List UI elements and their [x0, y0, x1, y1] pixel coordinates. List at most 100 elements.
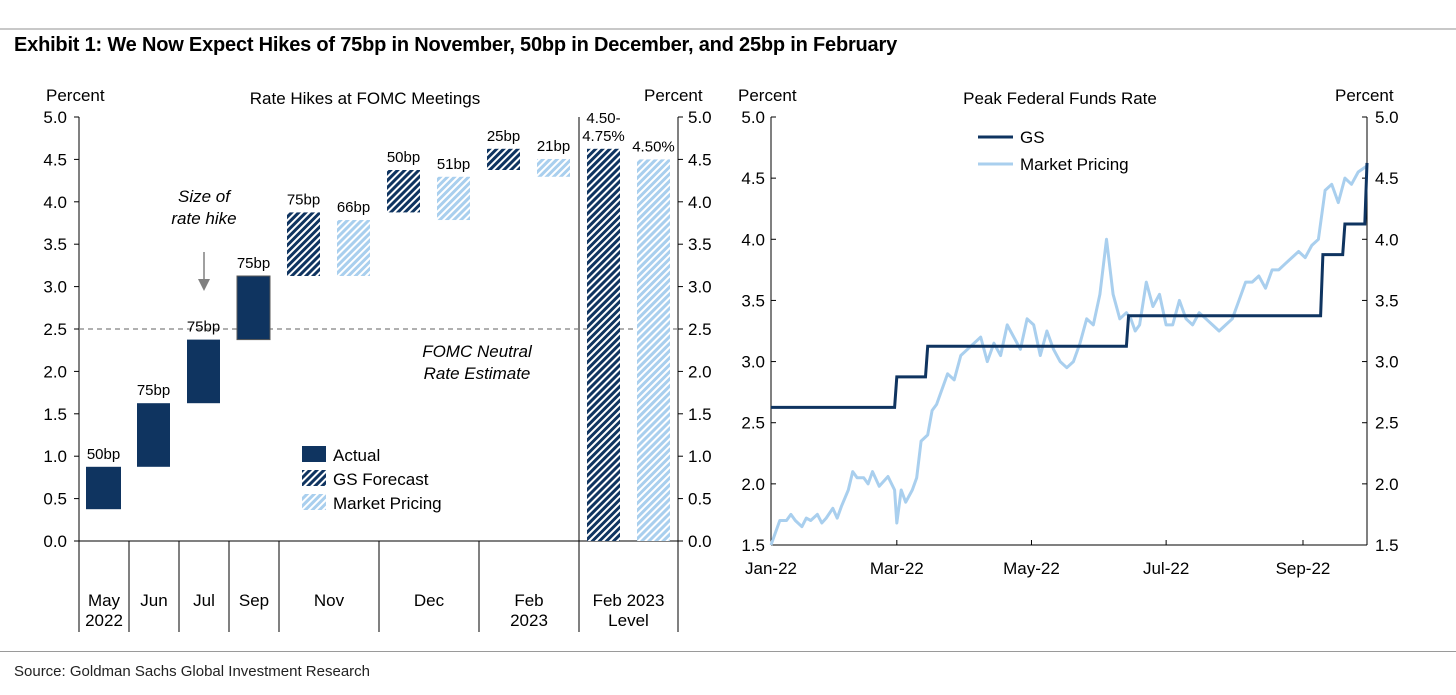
actual-bar: [137, 403, 170, 467]
x-category-label: Sep: [239, 591, 269, 610]
y-tick-label: 4.5: [741, 169, 765, 188]
right-chart-title: Peak Federal Funds Rate: [963, 89, 1157, 108]
y-tick-label: 4.5: [43, 150, 67, 169]
rate-hikes-chart: 0.0 0.0 0.5 0.5 1.0 1.0 1.5 1.5 2.0 2.0 2.5 2.5 3.0 3…: [43, 108, 712, 632]
y-tick-label: 0.5: [43, 490, 67, 509]
y-tick-label: 1.5: [688, 405, 712, 424]
x-category-label: Feb 2023 Level: [593, 591, 665, 630]
x-tick-label: Jul-22: [1143, 559, 1189, 578]
y-tick-label: 4.0: [1375, 230, 1399, 249]
bar-data-label: 75bp: [237, 255, 270, 272]
exhibit-title: Exhibit 1: We Now Expect Hikes of 75bp i…: [14, 34, 897, 56]
legend-swatch: [302, 446, 326, 462]
y-tick-label: 5.0: [741, 108, 765, 127]
x-category-label: Jun: [140, 591, 167, 610]
y-tick-label: 1.5: [43, 405, 67, 424]
bar-data-label: 4.50-4.75%: [582, 110, 625, 145]
y-tick-label: 4.0: [741, 230, 765, 249]
actual-bar: [86, 466, 121, 510]
bar-data-label: 75bp: [137, 382, 170, 399]
gs-forecast-bar: [587, 148, 620, 542]
x-category-label: Nov: [314, 591, 345, 610]
gs-forecast-bar: [287, 212, 320, 276]
actual-bar: [187, 339, 220, 404]
y-tick-label: 2.5: [688, 320, 712, 339]
gs-forecast-bar: [387, 170, 420, 213]
y-tick-label: 3.0: [43, 278, 67, 297]
x-tick-label: May-22: [1003, 559, 1060, 578]
y-tick-label: 2.0: [1375, 475, 1399, 494]
x-category-label: May 2022: [85, 591, 123, 630]
y-tick-label: 4.0: [43, 193, 67, 212]
y-tick-label: 2.0: [43, 362, 67, 381]
y-tick-label: 1.5: [1375, 536, 1399, 555]
x-tick-label: Sep-22: [1276, 559, 1331, 578]
y-tick-label: 4.5: [1375, 169, 1399, 188]
annotation-size-of-rate-hike: Size of rate hike: [171, 187, 236, 228]
bar-data-label: 50bp: [87, 446, 120, 463]
y-tick-label: 0.0: [43, 532, 67, 551]
left-chart-ylabel-right: Percent: [644, 86, 703, 105]
legend-label: GS Forecast: [333, 470, 429, 489]
y-tick-label: 0.5: [688, 490, 712, 509]
y-tick-label: 0.0: [688, 532, 712, 551]
bar-data-label: 50bp: [387, 149, 420, 166]
actual-bar: [236, 275, 271, 341]
x-tick-label: Mar-22: [870, 559, 924, 578]
legend-label: GS: [1020, 128, 1045, 147]
y-tick-label: 1.0: [43, 447, 67, 466]
bar-data-label: 21bp: [537, 138, 570, 155]
right-chart-ylabel-left: Percent: [738, 86, 797, 105]
peak-fed-funds-chart: 1.5 1.5 2.0 2.0 2.5 2.5 3.0 3.0 3.5 3.5 4.0 4.0 4.5 4…: [741, 108, 1398, 578]
y-tick-label: 3.0: [1375, 353, 1399, 372]
bar-data-label: 25bp: [487, 128, 520, 145]
bottom-rule: [0, 651, 1456, 652]
market-pricing-bar: [337, 220, 370, 276]
y-tick-label: 5.0: [688, 108, 712, 127]
x-category-label: Jul: [193, 591, 215, 610]
y-tick-label: 3.0: [741, 353, 765, 372]
x-category-label: Dec: [414, 591, 445, 610]
gs-forecast-bar: [487, 148, 520, 170]
legend-label: Actual: [333, 446, 380, 465]
legend-label: Market Pricing: [333, 494, 442, 513]
y-tick-label: 2.0: [688, 362, 712, 381]
market-pricing-line: [769, 164, 1368, 546]
y-tick-label: 2.5: [43, 320, 67, 339]
bar-data-label: 66bp: [337, 199, 370, 216]
y-tick-label: 1.5: [741, 536, 765, 555]
top-rule: [0, 28, 1456, 30]
x-tick-label: Jan-22: [745, 559, 797, 578]
right-chart-ylabel-right: Percent: [1335, 86, 1394, 105]
y-tick-label: 3.0: [688, 278, 712, 297]
y-tick-label: 5.0: [1375, 108, 1399, 127]
legend-swatch: [302, 470, 326, 486]
x-category-label: Feb 2023: [510, 591, 548, 630]
gs-line: [771, 162, 1369, 409]
market-pricing-bar: [637, 159, 670, 541]
y-tick-label: 4.0: [688, 193, 712, 212]
legend-swatch: [302, 494, 326, 510]
legend-label: Market Pricing: [1020, 155, 1129, 174]
y-tick-label: 4.5: [688, 150, 712, 169]
y-tick-label: 3.5: [741, 291, 765, 310]
y-tick-label: 2.5: [1375, 414, 1399, 433]
bar-data-label: 75bp: [287, 191, 320, 208]
y-tick-label: 3.5: [688, 235, 712, 254]
bar-data-label: 51bp: [437, 156, 470, 173]
y-tick-label: 3.5: [1375, 291, 1399, 310]
bar-data-label: 4.50%: [632, 138, 675, 155]
y-tick-label: 2.0: [741, 475, 765, 494]
annotation-neutral-rate: FOMC Neutral Rate Estimate: [422, 342, 533, 383]
y-tick-label: 2.5: [741, 414, 765, 433]
y-tick-label: 3.5: [43, 235, 67, 254]
y-tick-label: 5.0: [43, 108, 67, 127]
left-chart-title: Rate Hikes at FOMC Meetings: [250, 89, 481, 108]
left-chart-ylabel-left: Percent: [46, 86, 105, 105]
bar-data-label: 75bp: [187, 319, 220, 336]
market-pricing-bar: [437, 176, 470, 221]
market-pricing-bar: [537, 158, 570, 177]
y-tick-label: 1.0: [688, 447, 712, 466]
source-note: Source: Goldman Sachs Global Investment …: [14, 663, 371, 680]
